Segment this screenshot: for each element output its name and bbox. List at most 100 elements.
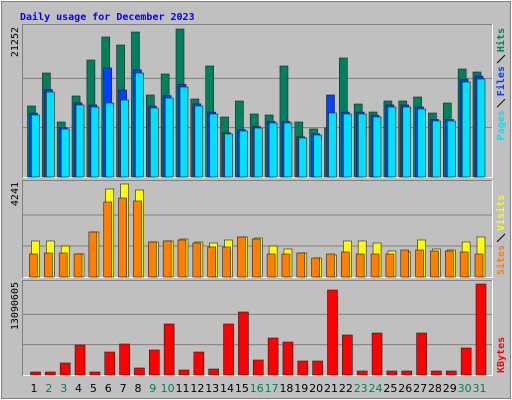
bar <box>239 130 248 178</box>
bar <box>401 370 413 376</box>
x-tick-label: 15 <box>235 382 249 395</box>
x-tick-label: 17 <box>265 382 279 395</box>
bar <box>343 113 352 178</box>
bar <box>385 253 395 278</box>
x-tick-label: 5 <box>90 382 97 395</box>
legend-label: KBytes <box>496 337 507 373</box>
x-tick-label: 1 <box>31 382 38 395</box>
bar <box>356 370 368 376</box>
bar <box>103 201 113 278</box>
bar <box>135 72 144 178</box>
bar <box>120 99 129 178</box>
bar <box>476 78 486 178</box>
bar <box>58 252 68 278</box>
x-tick-label: 18 <box>279 382 293 395</box>
x-tick-label: 14 <box>220 382 234 395</box>
bar <box>194 105 204 178</box>
x-tick-label: 6 <box>105 382 112 395</box>
bar <box>208 368 219 376</box>
bar <box>224 133 233 178</box>
legend-separator <box>496 233 506 243</box>
bar <box>326 253 335 278</box>
bar <box>267 337 279 376</box>
bar <box>73 253 83 278</box>
bar <box>445 370 457 376</box>
bar <box>460 347 472 376</box>
y-tick-label: 21252 <box>10 27 21 57</box>
x-tick-label: 7 <box>120 382 127 395</box>
bar <box>432 120 441 178</box>
legend-label: Hits <box>495 28 507 52</box>
bar <box>296 252 306 278</box>
bar <box>31 114 40 178</box>
y-tick-label: 13090605 <box>10 282 21 330</box>
x-tick-label: 24 <box>369 382 383 395</box>
bar <box>386 370 398 376</box>
bar <box>134 367 145 376</box>
bar <box>89 371 101 376</box>
legend-separator <box>496 54 506 64</box>
bar <box>446 120 456 178</box>
x-tick-label: 10 <box>161 382 175 395</box>
bar <box>238 311 249 376</box>
bar <box>312 360 323 376</box>
y-tick-label: 4241 <box>10 182 21 206</box>
bar <box>372 116 382 178</box>
x-tick-label: 30 <box>458 382 472 395</box>
bar <box>400 249 410 278</box>
bar <box>355 253 365 278</box>
bar <box>162 240 172 278</box>
bar <box>163 323 175 376</box>
bar <box>252 359 264 376</box>
bar <box>119 343 130 376</box>
chart-title: Daily usage for December 2023 <box>20 11 195 23</box>
bar <box>431 370 442 376</box>
bar <box>44 252 53 278</box>
bar <box>430 250 439 278</box>
bar <box>416 332 427 376</box>
bar <box>266 253 276 278</box>
x-tick-label: 31 <box>473 382 487 395</box>
bar <box>150 107 159 178</box>
bar <box>268 122 278 178</box>
legend-label: Visits <box>495 195 507 231</box>
bar <box>179 86 189 178</box>
x-tick-label: 25 <box>383 382 397 395</box>
bar <box>133 200 142 278</box>
plot-area <box>22 280 493 376</box>
bar <box>387 106 397 178</box>
bar <box>298 137 308 178</box>
bar <box>474 253 484 278</box>
x-tick-label: 29 <box>443 382 457 395</box>
legend-separator <box>496 98 506 108</box>
bar <box>475 283 487 376</box>
x-tick-label: 12 <box>190 382 204 395</box>
x-tick-label: 28 <box>428 382 442 395</box>
x-tick-label: 8 <box>134 382 141 395</box>
x-tick-label: 9 <box>149 382 156 395</box>
bar <box>283 122 293 178</box>
bar <box>46 91 55 178</box>
x-tick-label: 22 <box>339 382 353 395</box>
bar <box>251 238 261 278</box>
x-tick-label: 4 <box>75 382 82 395</box>
x-tick-label: 13 <box>205 382 219 395</box>
bar <box>281 253 291 278</box>
x-tick-label: 27 <box>413 382 427 395</box>
bar <box>29 253 38 278</box>
x-tick-label: 2 <box>45 382 52 395</box>
x-tick-label: 20 <box>309 382 323 395</box>
bar <box>104 351 116 376</box>
bar <box>178 369 190 376</box>
bar <box>75 104 85 178</box>
bar <box>164 97 174 178</box>
bar <box>328 112 337 178</box>
bar <box>74 344 86 376</box>
bar <box>105 102 115 178</box>
bar <box>192 242 202 278</box>
bar <box>357 113 367 178</box>
legend-label: Sites <box>495 245 507 275</box>
x-tick-label: 19 <box>294 382 308 395</box>
